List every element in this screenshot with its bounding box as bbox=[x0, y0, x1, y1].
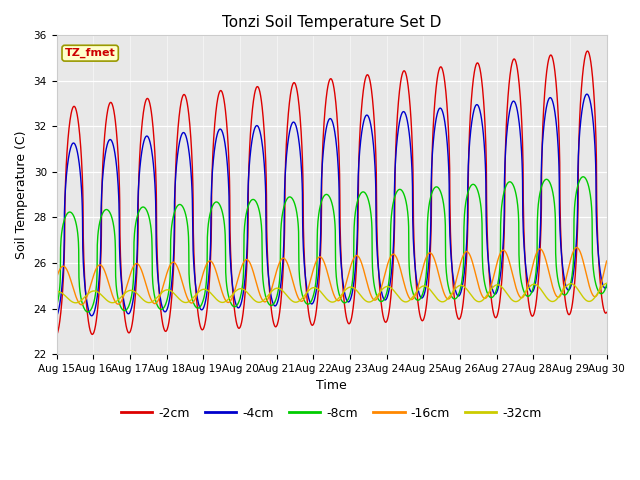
-4cm bbox=[554, 141, 562, 147]
-32cm bbox=[72, 300, 79, 306]
-2cm bbox=[492, 315, 499, 321]
-16cm bbox=[573, 245, 580, 251]
-32cm bbox=[554, 295, 562, 300]
Legend: -2cm, -4cm, -8cm, -16cm, -32cm: -2cm, -4cm, -8cm, -16cm, -32cm bbox=[116, 402, 547, 425]
-8cm bbox=[348, 285, 355, 290]
Line: -2cm: -2cm bbox=[56, 51, 607, 335]
-16cm bbox=[52, 275, 60, 281]
-8cm bbox=[52, 303, 60, 309]
-16cm bbox=[492, 265, 499, 271]
X-axis label: Time: Time bbox=[316, 379, 347, 392]
-4cm bbox=[603, 284, 611, 289]
-4cm bbox=[583, 91, 591, 97]
-8cm bbox=[554, 278, 562, 284]
-32cm bbox=[206, 289, 214, 295]
-16cm bbox=[206, 258, 214, 264]
-2cm bbox=[570, 294, 577, 300]
-32cm bbox=[360, 296, 367, 302]
-2cm bbox=[348, 316, 355, 322]
Text: TZ_fmet: TZ_fmet bbox=[65, 48, 116, 58]
Line: -8cm: -8cm bbox=[56, 177, 607, 312]
-4cm bbox=[206, 257, 214, 263]
-2cm bbox=[360, 88, 367, 94]
-32cm bbox=[570, 282, 577, 288]
-4cm bbox=[492, 291, 499, 297]
-4cm bbox=[348, 294, 355, 300]
-8cm bbox=[579, 174, 587, 180]
-2cm bbox=[52, 332, 60, 338]
-32cm bbox=[492, 282, 499, 288]
-16cm bbox=[603, 258, 611, 264]
-16cm bbox=[554, 294, 562, 300]
-16cm bbox=[360, 267, 367, 273]
-2cm bbox=[603, 310, 611, 315]
-16cm bbox=[570, 248, 577, 254]
-2cm bbox=[554, 107, 562, 113]
Y-axis label: Soil Temperature (C): Soil Temperature (C) bbox=[15, 131, 28, 259]
Line: -16cm: -16cm bbox=[56, 248, 607, 305]
-8cm bbox=[84, 309, 92, 315]
-4cm bbox=[570, 272, 577, 277]
-16cm bbox=[348, 261, 355, 266]
-16cm bbox=[77, 302, 85, 308]
-8cm bbox=[492, 289, 499, 295]
Title: Tonzi Soil Temperature Set D: Tonzi Soil Temperature Set D bbox=[222, 15, 441, 30]
-2cm bbox=[206, 270, 214, 276]
-32cm bbox=[52, 288, 60, 294]
-4cm bbox=[360, 120, 367, 126]
-8cm bbox=[360, 189, 367, 195]
-32cm bbox=[348, 284, 355, 290]
-2cm bbox=[584, 48, 591, 54]
-8cm bbox=[206, 210, 214, 216]
-4cm bbox=[52, 313, 60, 319]
Line: -4cm: -4cm bbox=[56, 94, 607, 316]
-32cm bbox=[603, 280, 611, 286]
Line: -32cm: -32cm bbox=[56, 283, 607, 303]
-8cm bbox=[603, 282, 611, 288]
-8cm bbox=[570, 256, 577, 262]
